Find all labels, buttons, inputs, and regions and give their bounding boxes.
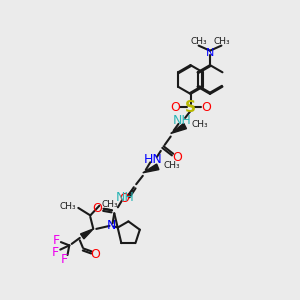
Text: CH₃: CH₃ <box>191 120 208 129</box>
Text: O: O <box>92 202 102 215</box>
Text: S: S <box>185 100 196 115</box>
Text: O: O <box>170 101 180 114</box>
Text: CH₃: CH₃ <box>163 161 180 170</box>
Text: N: N <box>107 219 117 232</box>
Text: NH: NH <box>116 191 135 204</box>
Text: F: F <box>52 245 59 259</box>
Text: NH: NH <box>173 114 191 128</box>
Text: CH₃: CH₃ <box>190 37 207 46</box>
Text: N: N <box>206 48 214 58</box>
Polygon shape <box>143 164 159 173</box>
Polygon shape <box>80 229 93 239</box>
Text: CH₃: CH₃ <box>102 200 118 209</box>
Text: O: O <box>201 101 211 114</box>
Text: O: O <box>119 191 129 205</box>
Polygon shape <box>171 123 187 134</box>
Text: F: F <box>61 253 68 266</box>
Text: O: O <box>90 248 100 261</box>
Text: CH₃: CH₃ <box>213 37 230 46</box>
Text: O: O <box>172 151 182 164</box>
Text: HN: HN <box>144 153 163 166</box>
Text: CH₃: CH₃ <box>59 202 76 211</box>
Text: F: F <box>52 234 60 248</box>
